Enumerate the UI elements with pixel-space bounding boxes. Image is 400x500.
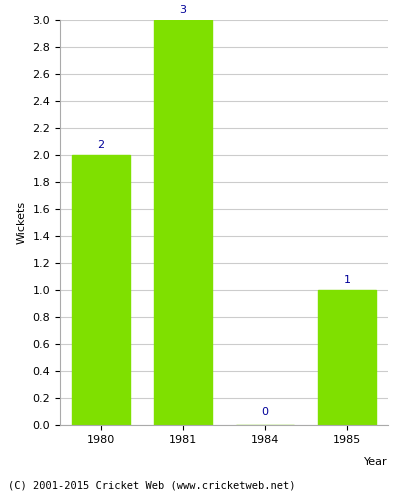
Text: Year: Year — [364, 458, 388, 468]
Bar — [318, 290, 376, 425]
Text: 3: 3 — [180, 4, 186, 15]
Text: (C) 2001-2015 Cricket Web (www.cricketweb.net): (C) 2001-2015 Cricket Web (www.cricketwe… — [8, 480, 296, 490]
Text: 1: 1 — [344, 274, 350, 284]
Y-axis label: Wickets: Wickets — [17, 201, 27, 244]
Bar — [154, 20, 212, 425]
Text: 0: 0 — [262, 407, 268, 417]
Text: 2: 2 — [98, 140, 104, 149]
Bar — [72, 155, 130, 425]
